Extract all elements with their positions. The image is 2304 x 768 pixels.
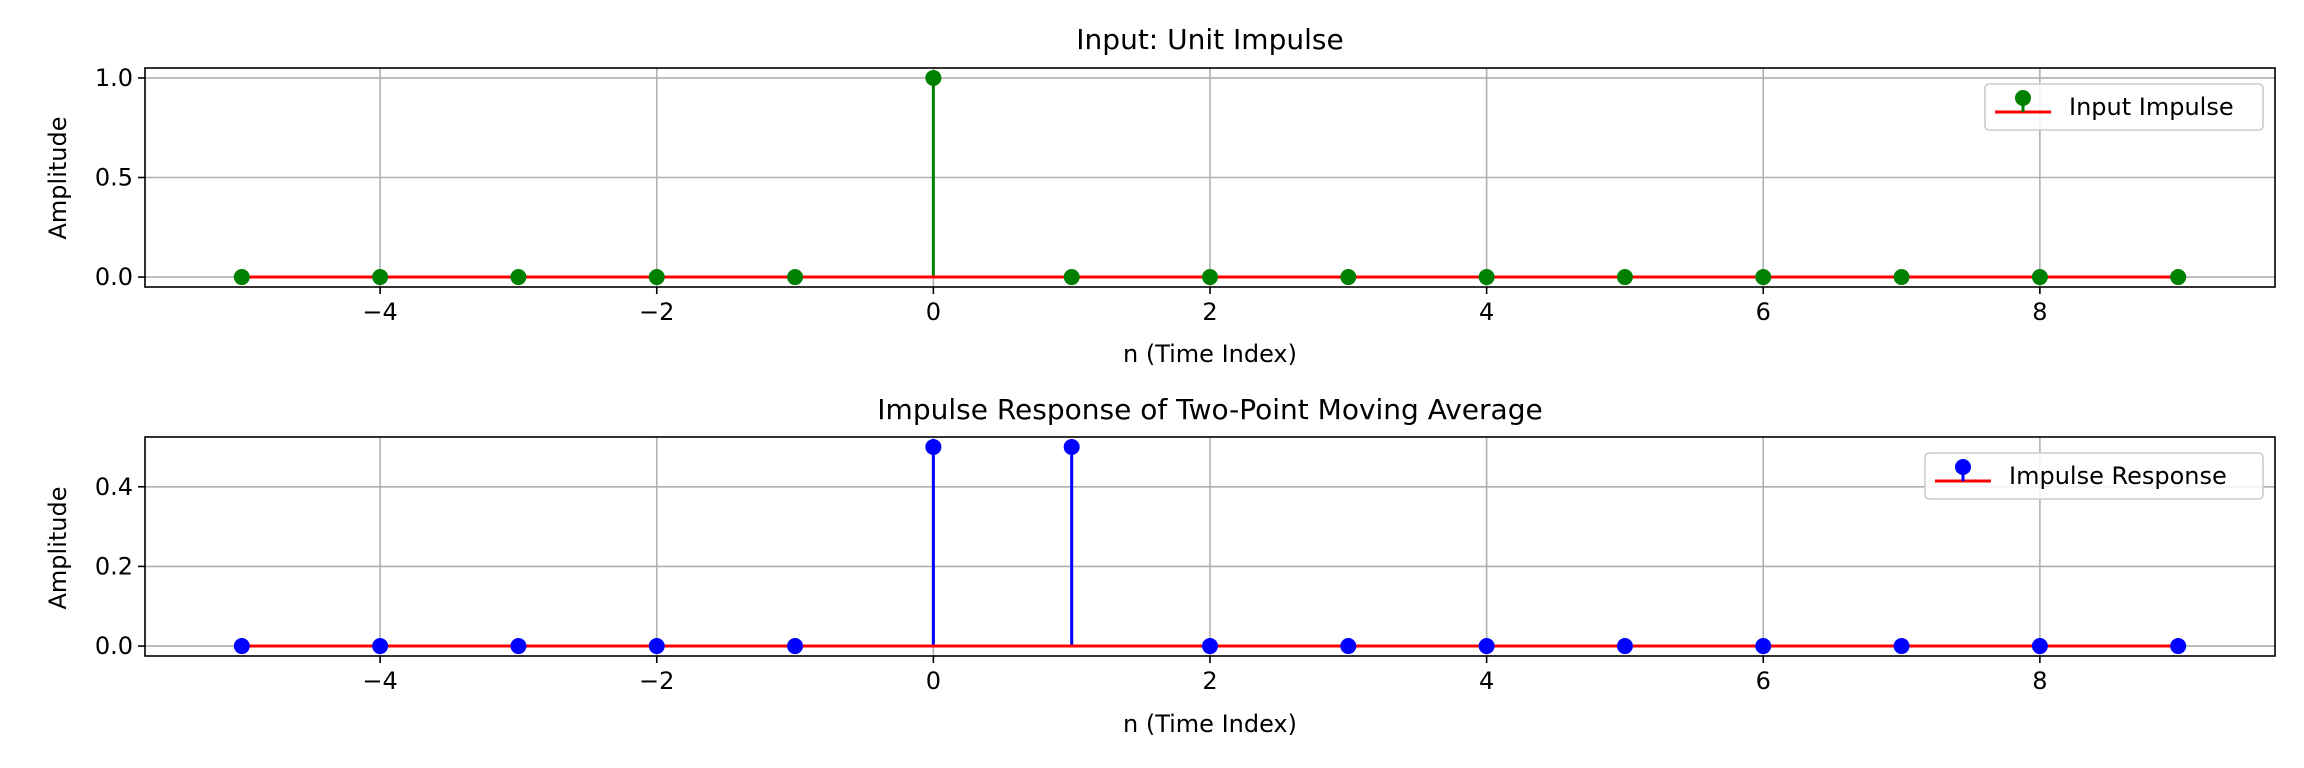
- top-chart-axes-frame: [144, 67, 2276, 288]
- top-chart-stem-marker: [1478, 269, 1495, 286]
- bottom-chart-stem-marker: [2031, 638, 2048, 655]
- bottom-chart-legend-label: Impulse Response: [2009, 462, 2227, 490]
- bottom-chart-legend-marker-swatch: [1955, 459, 1971, 475]
- bottom-chart-xtick-label: 2: [1202, 667, 1217, 695]
- bottom-chart-stem-marker: [648, 638, 665, 655]
- top-chart-stem-marker: [787, 269, 804, 286]
- top-chart-xtick-label: 0: [926, 298, 941, 326]
- top-chart-stem-marker: [1755, 269, 1772, 286]
- top-chart-stem-marker: [1893, 269, 1910, 286]
- bottom-chart-stem-marker: [372, 638, 389, 655]
- bottom-chart-stem-marker: [1755, 638, 1772, 655]
- top-chart-stem-marker: [1202, 269, 1218, 286]
- top-chart-stem-marker: [925, 69, 942, 86]
- bottom-chart-ytick-label: 0.0: [95, 632, 133, 660]
- top-chart-legend-label: Input Impulse: [2069, 93, 2234, 121]
- bottom-chart-ytick-label: 0.2: [95, 552, 133, 580]
- top-chart-title: Input: Unit Impulse: [1076, 23, 1343, 56]
- top-chart-stem-marker: [2031, 269, 2048, 286]
- top-chart-legend-box: [1984, 83, 2264, 131]
- top-chart-legend-marker-swatch: [2015, 90, 2031, 106]
- bottom-chart-legend-box: [1924, 452, 2264, 500]
- bottom-chart-stem-marker: [787, 638, 804, 655]
- bottom-chart-stem-marker: [1340, 638, 1357, 655]
- bottom-chart-xtick-label: 0: [926, 667, 941, 695]
- top-chart-xtick-label: −4: [362, 298, 397, 326]
- bottom-chart-xtick-label: −2: [639, 667, 674, 695]
- top-chart-ytick-label: 0.5: [95, 164, 133, 192]
- bottom-chart-xtick-label: 4: [1479, 667, 1494, 695]
- bottom-chart-panel: Impulse Response of Two-Point Moving Ave…: [44, 393, 2276, 738]
- bottom-chart-stem-marker: [1063, 438, 1080, 455]
- bottom-chart-stem-marker: [1478, 638, 1495, 655]
- bottom-chart-ylabel: Amplitude: [44, 487, 72, 610]
- top-chart-stem-marker: [372, 269, 389, 286]
- top-chart-ytick-label: 0.0: [95, 263, 133, 291]
- top-chart-xlabel: n (Time Index): [1123, 340, 1297, 368]
- bottom-chart-stem-marker: [510, 638, 527, 655]
- top-chart-stem-marker: [648, 269, 665, 286]
- top-chart-ytick-label: 1.0: [95, 64, 133, 92]
- top-chart-stem-marker: [1063, 269, 1080, 286]
- bottom-chart-stem-marker: [233, 638, 250, 655]
- bottom-chart-xtick-label: −4: [362, 667, 397, 695]
- top-chart-stem-marker: [2170, 269, 2187, 286]
- bottom-chart-stem-marker: [1893, 638, 1910, 655]
- top-chart-xtick-label: 6: [1756, 298, 1771, 326]
- bottom-chart-stem-marker: [925, 438, 942, 455]
- bottom-chart-stem-marker: [1202, 638, 1218, 655]
- top-chart-stem-marker: [1340, 269, 1357, 286]
- bottom-chart-ytick-label: 0.4: [95, 473, 133, 501]
- bottom-chart-xlabel: n (Time Index): [1123, 710, 1297, 738]
- top-chart-panel: Input: Unit Impulse n (Time Index) Ampli…: [44, 23, 2276, 368]
- bottom-chart-xtick-label: 8: [2032, 667, 2047, 695]
- top-chart-stem-marker: [233, 269, 250, 286]
- top-chart-xtick-label: −2: [639, 298, 674, 326]
- top-chart-xtick-label: 4: [1479, 298, 1494, 326]
- top-chart-stem-marker: [1616, 269, 1633, 286]
- bottom-chart-xtick-label: 6: [1756, 667, 1771, 695]
- bottom-chart-stem-marker: [1616, 638, 1633, 655]
- bottom-chart-title: Impulse Response of Two-Point Moving Ave…: [877, 393, 1542, 426]
- bottom-chart-axes-frame: [144, 436, 2276, 657]
- bottom-chart-stem-marker: [2170, 638, 2187, 655]
- top-chart-xtick-label: 8: [2032, 298, 2047, 326]
- top-chart-xtick-label: 2: [1202, 298, 1217, 326]
- top-chart-stem-marker: [510, 269, 527, 286]
- top-chart-ylabel: Amplitude: [44, 117, 72, 240]
